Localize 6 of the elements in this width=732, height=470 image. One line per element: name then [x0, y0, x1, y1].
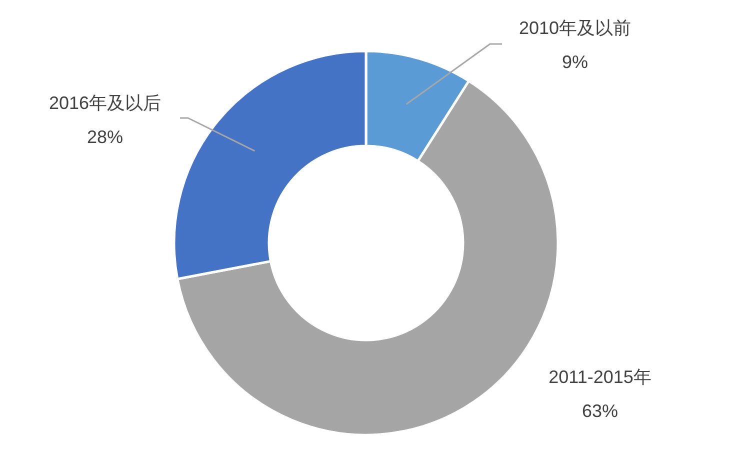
data-label: 9%: [562, 52, 588, 72]
slice-label: 2011-2015年: [548, 367, 652, 387]
data-label: 28%: [86, 127, 124, 147]
slice-label: 2010年及以前: [518, 18, 632, 38]
data-label: 63%: [582, 401, 618, 421]
slice-label: 2016年及以后: [48, 93, 162, 113]
